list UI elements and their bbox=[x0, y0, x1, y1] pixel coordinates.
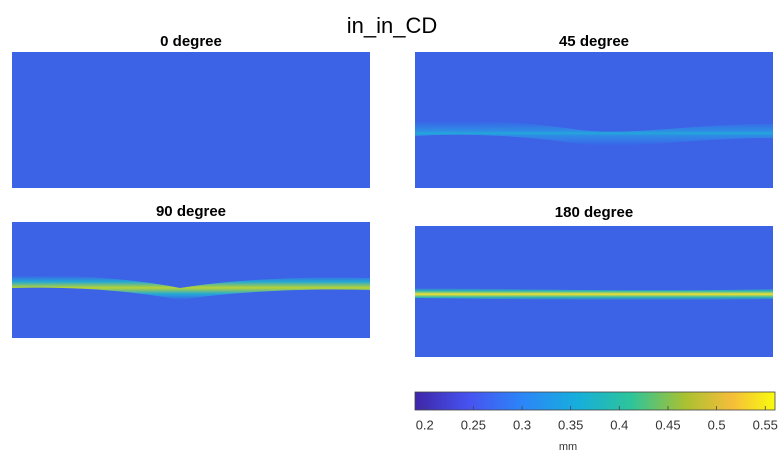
heatmap bbox=[12, 52, 370, 188]
tick-label: 0.25 bbox=[461, 417, 486, 432]
heatmap bbox=[12, 222, 370, 338]
panel-title: 45 degree bbox=[559, 33, 629, 50]
heatmap-band bbox=[415, 120, 773, 146]
tick-label: 0.35 bbox=[558, 417, 583, 432]
tick-label: 0.45 bbox=[655, 417, 680, 432]
colorbar-label: mm bbox=[559, 441, 577, 453]
colorbar bbox=[414, 391, 776, 411]
tick-label: 0.4 bbox=[610, 417, 628, 432]
figure-title: in_in_CD bbox=[347, 13, 438, 38]
heatmap-band bbox=[415, 288, 773, 301]
heatmap-bg bbox=[415, 52, 773, 188]
heatmap bbox=[415, 52, 773, 188]
tick-label: 0.3 bbox=[513, 417, 531, 432]
heatmap-band bbox=[12, 275, 370, 300]
heatmap bbox=[415, 226, 773, 357]
tick-label: 0.2 bbox=[416, 417, 434, 432]
panel-title: 90 degree bbox=[156, 203, 226, 220]
colorbar-ticks: 0.2 0.25 0.3 0.35 0.4 0.45 0.5 0.55 bbox=[416, 406, 778, 432]
panel-title: 180 degree bbox=[555, 204, 633, 221]
panel-title: 0 degree bbox=[160, 33, 222, 50]
tick-label: 0.55 bbox=[753, 417, 778, 432]
tick-label: 0.5 bbox=[708, 417, 726, 432]
